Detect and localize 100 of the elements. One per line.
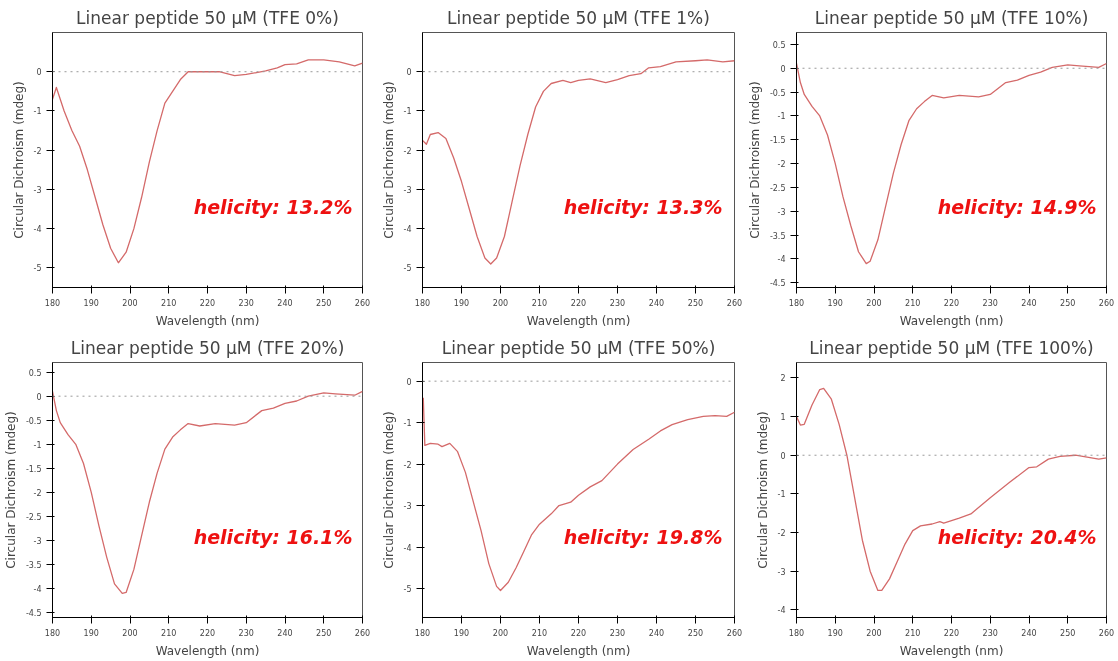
- x-tick-label: 240: [277, 628, 293, 638]
- x-tick-label: 240: [277, 298, 293, 308]
- chart-title: Linear peptide 50 µM (TFE 1%): [447, 7, 710, 28]
- x-tick-label: 190: [827, 628, 843, 638]
- y-tick-label: -3: [33, 537, 42, 547]
- x-tick-label: 210: [905, 298, 921, 308]
- y-tick-label: 0: [36, 68, 42, 78]
- x-tick-label: 260: [354, 298, 371, 308]
- x-tick-label: 230: [238, 628, 254, 638]
- x-tick-label: 240: [648, 628, 665, 638]
- x-tick-label: 190: [827, 298, 843, 308]
- x-tick-label: 240: [1021, 628, 1037, 638]
- y-tick-label: -3: [403, 502, 412, 512]
- y-axis-title: Circular Dichroism (mdeg): [3, 411, 18, 569]
- x-tick-label: 220: [199, 298, 216, 308]
- y-tick-label: -4: [403, 225, 412, 235]
- y-tick-label: -4: [33, 585, 42, 595]
- x-tick-label: 180: [44, 628, 61, 638]
- y-tick-label: 2: [780, 374, 786, 384]
- y-tick-label: -5: [403, 264, 412, 274]
- x-axis-title: Wavelength (nm): [899, 313, 1004, 328]
- x-tick-label: 190: [453, 628, 470, 638]
- y-tick-label: -1: [403, 419, 412, 429]
- x-tick-label: 200: [492, 628, 509, 638]
- y-tick-label: -5: [33, 264, 42, 274]
- y-tick-label: -1: [33, 440, 42, 450]
- y-tick-label: -4: [33, 225, 42, 235]
- x-tick-label: 180: [44, 298, 61, 308]
- y-tick-label: -4: [777, 255, 786, 265]
- y-tick-label: 0: [780, 451, 786, 461]
- y-tick-label: -4.5: [769, 279, 786, 289]
- y-tick-label: -4.5: [25, 609, 42, 619]
- y-tick-label: -3: [777, 207, 786, 217]
- x-axis-title: Wavelength (nm): [899, 643, 1004, 658]
- x-tick-label: 210: [531, 298, 548, 308]
- y-tick-label: -2: [403, 146, 412, 156]
- annotation: helicity: 19.8%: [563, 525, 723, 548]
- annotation: helicity: 20.4%: [937, 525, 1097, 548]
- x-tick-label: 180: [788, 628, 805, 638]
- x-tick-label: 250: [316, 628, 332, 638]
- y-tick-label: -2.5: [769, 183, 786, 193]
- y-tick-label: -1: [777, 112, 786, 122]
- y-tick-label: -3: [777, 567, 786, 577]
- y-tick-label: -0.5: [769, 88, 786, 98]
- x-tick-label: 220: [943, 628, 960, 638]
- x-tick-label: 190: [83, 628, 99, 638]
- annotation: helicity: 13.2%: [193, 195, 353, 218]
- x-tick-label: 250: [1060, 628, 1076, 638]
- x-tick-label: 220: [199, 628, 216, 638]
- y-tick-label: -2: [777, 529, 786, 538]
- x-tick-label: 250: [687, 298, 704, 308]
- x-tick-label: 250: [687, 628, 704, 638]
- y-tick-label: -3.5: [769, 231, 786, 241]
- y-tick-label: -4: [777, 606, 786, 616]
- y-axis-title: Circular Dichroism (mdeg): [381, 81, 396, 239]
- x-tick-label: 230: [609, 298, 626, 308]
- annotation: helicity: 16.1%: [193, 525, 353, 548]
- y-tick-label: -3: [33, 185, 42, 195]
- x-tick-label: 220: [943, 298, 960, 308]
- x-tick-label: 260: [726, 628, 743, 638]
- y-axis-title: Circular Dichroism (mdeg): [381, 411, 396, 569]
- y-axis-title: Circular Dichroism (mdeg): [11, 81, 26, 239]
- x-tick-label: 260: [1098, 628, 1115, 638]
- x-tick-label: 180: [414, 628, 431, 638]
- x-tick-label: 220: [570, 628, 587, 638]
- x-tick-label: 200: [866, 298, 882, 308]
- x-tick-label: 210: [531, 628, 548, 638]
- x-tick-label: 180: [414, 298, 431, 308]
- x-tick-label: 200: [866, 628, 882, 638]
- x-tick-label: 230: [982, 298, 998, 308]
- y-tick-label: -0.5: [25, 416, 42, 426]
- y-tick-label: -3: [403, 185, 412, 195]
- x-tick-label: 240: [1021, 298, 1037, 308]
- x-tick-label: 260: [1098, 298, 1115, 308]
- x-tick-label: 210: [905, 628, 921, 638]
- y-tick-label: -2: [403, 460, 412, 470]
- y-tick-label: -3.5: [25, 561, 42, 571]
- x-tick-label: 250: [316, 298, 332, 308]
- chart-title: Linear peptide 50 µM (TFE 50%): [441, 337, 716, 358]
- y-tick-label: -2: [33, 146, 42, 156]
- annotation: helicity: 13.3%: [563, 195, 723, 218]
- y-axis-title: Circular Dichroism (mdeg): [747, 81, 762, 239]
- x-tick-label: 210: [161, 628, 177, 638]
- y-tick-label: -1: [777, 490, 786, 500]
- y-tick-label: -2.5: [25, 512, 42, 522]
- x-tick-label: 180: [788, 298, 805, 308]
- chart-title: Linear peptide 50 µM (TFE 100%): [809, 337, 1094, 358]
- y-tick-label: -1.5: [769, 136, 786, 146]
- y-tick-label: 1: [780, 413, 786, 423]
- y-tick-label: -4: [403, 543, 412, 553]
- y-tick-label: 0: [406, 377, 412, 387]
- chart-title: Linear peptide 50 µM (TFE 10%): [814, 7, 1089, 28]
- x-tick-label: 230: [238, 298, 254, 308]
- y-tick-label: 0.5: [28, 368, 42, 378]
- x-tick-label: 190: [83, 298, 99, 308]
- y-tick-label: 0.5: [772, 40, 786, 50]
- x-tick-label: 200: [122, 298, 138, 308]
- x-tick-label: 260: [726, 298, 743, 308]
- y-axis-title: Circular Dichroism (mdeg): [755, 411, 770, 569]
- x-tick-label: 210: [161, 298, 177, 308]
